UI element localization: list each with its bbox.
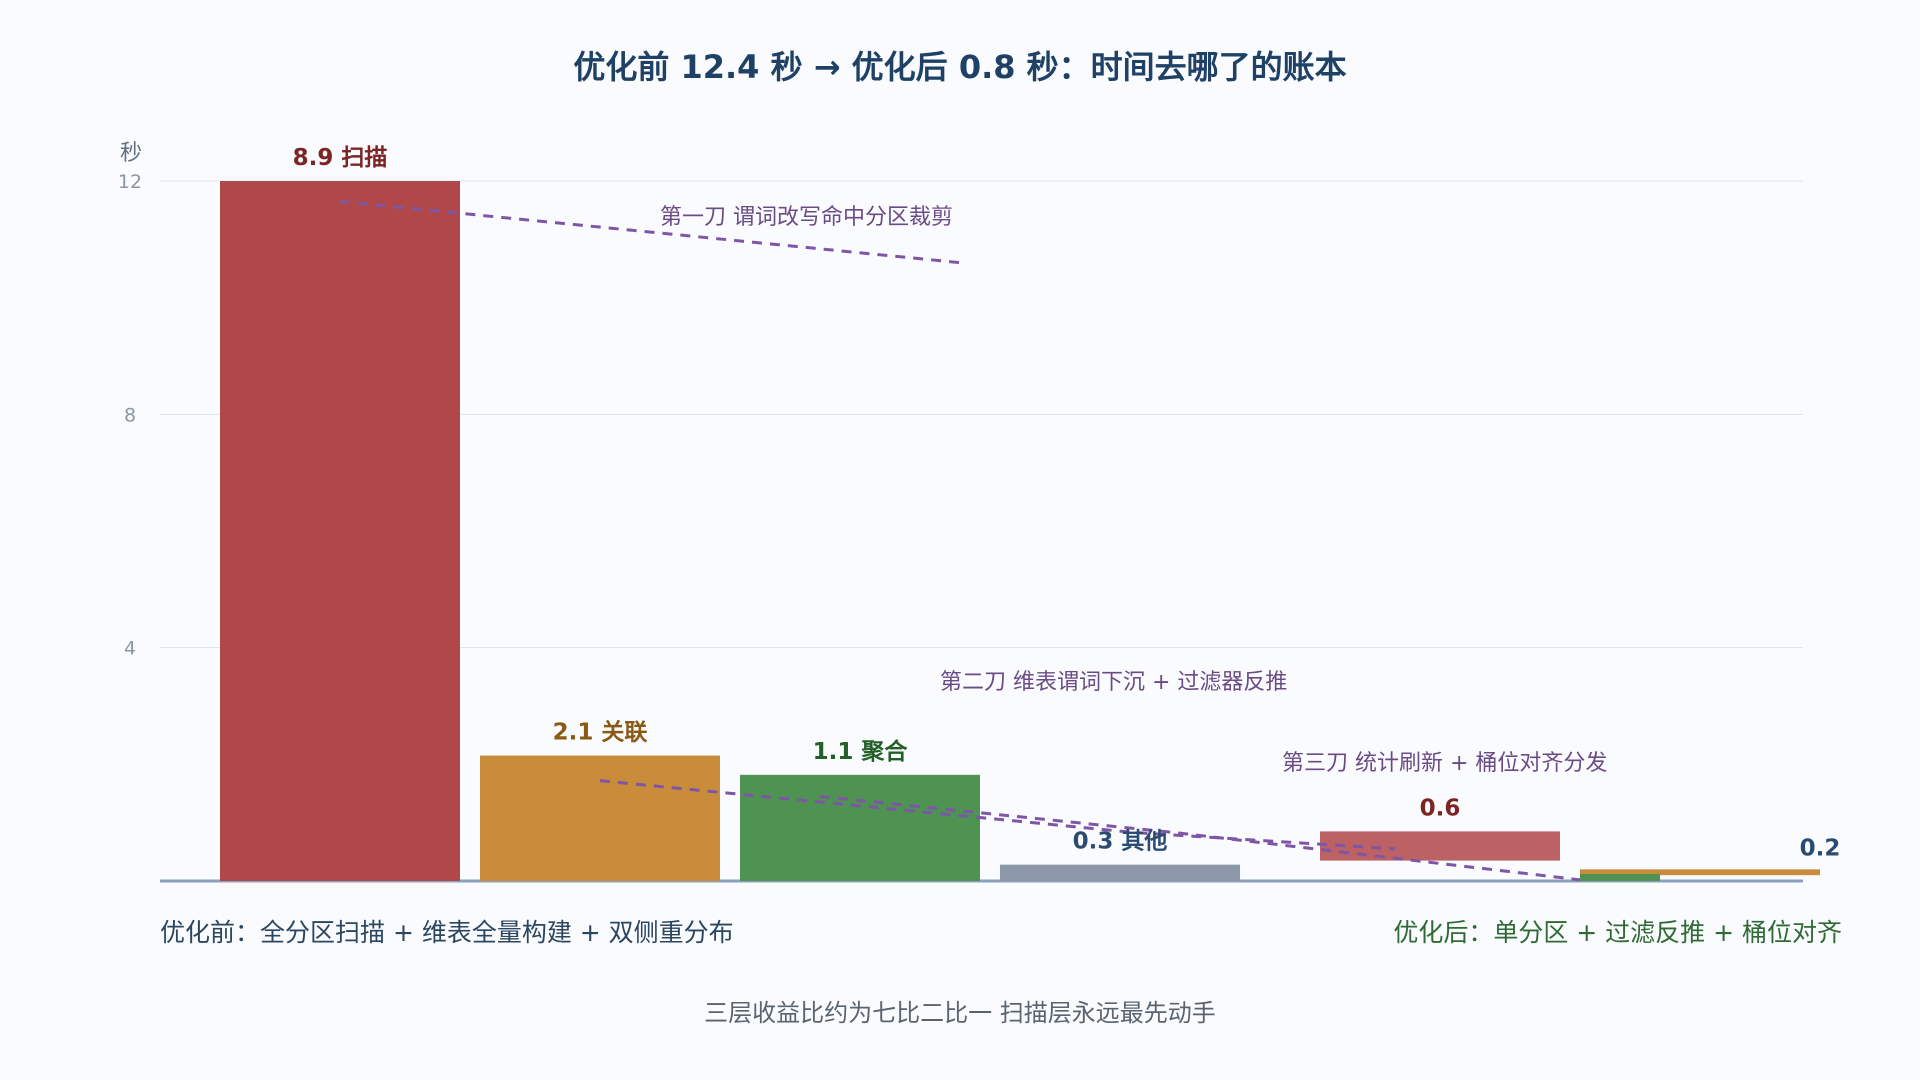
trend-line-3: [819, 794, 1581, 882]
y-tick-label-8: 8: [124, 404, 136, 426]
trend-line-2: [599, 779, 1396, 851]
bar-scan: [220, 181, 460, 881]
y-tick-label-12: 12: [118, 171, 142, 193]
label-layer: 8.9 扫描 2.1 关联 1.1 聚合 0.3 其他 0.6 0.2: [293, 145, 1841, 861]
bar-after-agg: [1580, 874, 1660, 881]
annotation-second-cut: 第二刀 维表谓词下沉 + 过滤器反推: [940, 670, 1287, 695]
bar-label-after-scan: 0.6: [1420, 795, 1461, 821]
bar-after-join: [1580, 869, 1820, 876]
chart-title: 优化前 12.4 秒 → 优化后 0.8 秒：时间去哪了的账本: [573, 48, 1346, 86]
bar-layer: [220, 181, 1820, 881]
bar-label-join: 2.1 关联: [553, 719, 648, 746]
bar-join: [480, 755, 720, 881]
trend-layer: [339, 199, 1581, 882]
bar-label-after-join: 0.2: [1800, 835, 1841, 861]
trend-line-1: [339, 199, 961, 265]
bar-label-other: 0.3 其他: [1073, 829, 1168, 855]
bar-label-agg: 1.1 聚合: [813, 738, 909, 765]
annotation-third-cut: 第三刀 统计刷新 + 桶位对齐分发: [1282, 751, 1607, 776]
bar-agg: [740, 774, 980, 881]
bar-other: [1000, 864, 1240, 881]
y-axis-unit: 秒: [120, 141, 142, 166]
footer-right-summary: 优化后：单分区 + 过滤反推 + 桶位对齐: [1393, 918, 1842, 947]
chart-caption: 三层收益比约为七比二比一 扫描层永远最先动手: [704, 999, 1216, 1027]
footer-left-summary: 优化前：全分区扫描 + 维表全量构建 + 双侧重分布: [160, 918, 734, 947]
y-tick-label-4: 4: [124, 638, 136, 660]
annotation-first-cut: 第一刀 谓词改写命中分区裁剪: [660, 205, 953, 230]
bar-label-scan: 8.9 扫描: [293, 145, 388, 171]
